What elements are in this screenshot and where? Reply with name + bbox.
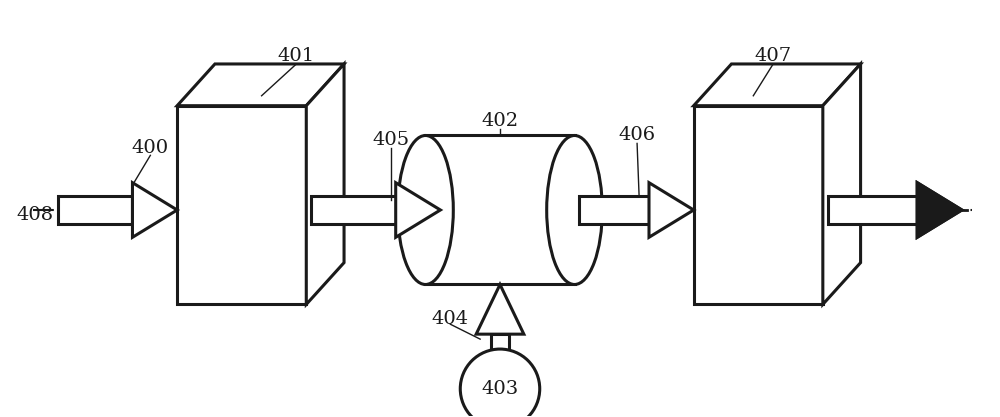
Text: 407: 407 (755, 47, 792, 65)
Polygon shape (306, 64, 344, 304)
Ellipse shape (547, 136, 602, 284)
Circle shape (460, 349, 540, 417)
Polygon shape (917, 183, 962, 237)
Text: 404: 404 (432, 310, 469, 328)
Polygon shape (491, 334, 509, 369)
Polygon shape (694, 64, 861, 106)
Polygon shape (425, 136, 575, 284)
Text: 401: 401 (278, 47, 315, 65)
Polygon shape (177, 106, 306, 304)
Polygon shape (58, 196, 132, 224)
Polygon shape (694, 106, 823, 304)
Polygon shape (132, 183, 177, 237)
Polygon shape (917, 183, 962, 237)
Polygon shape (177, 64, 344, 106)
Polygon shape (579, 196, 649, 224)
Text: 406: 406 (619, 126, 656, 144)
Text: 408: 408 (17, 206, 54, 224)
Text: 402: 402 (481, 112, 519, 130)
Text: 405: 405 (372, 131, 409, 149)
Polygon shape (823, 64, 861, 304)
Text: 400: 400 (132, 139, 169, 157)
Ellipse shape (398, 136, 453, 284)
Polygon shape (649, 183, 694, 237)
Polygon shape (396, 183, 440, 237)
Text: 403: 403 (481, 380, 519, 398)
Polygon shape (311, 196, 396, 224)
Polygon shape (476, 284, 524, 334)
Polygon shape (828, 196, 917, 224)
